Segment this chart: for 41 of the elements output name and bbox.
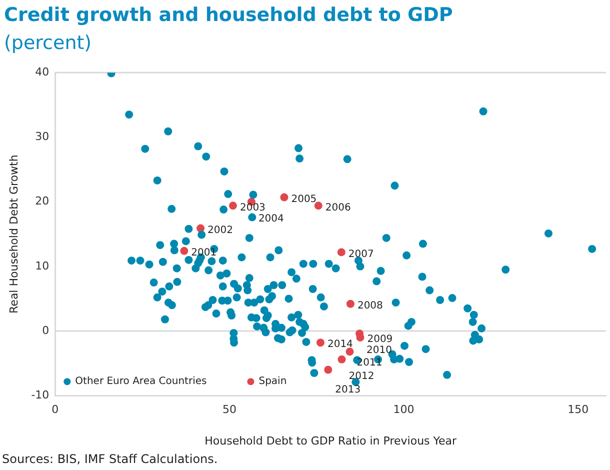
point	[180, 246, 188, 255]
y-tick-label: 30	[35, 130, 50, 144]
point	[338, 355, 346, 364]
annotation: 2011	[356, 357, 382, 368]
annotation: 2009	[367, 334, 393, 346]
legend-label: Spain	[258, 376, 287, 388]
annotation: 2003	[240, 202, 266, 214]
x-tick-label: 150	[568, 403, 589, 416]
y-tick-label: -10	[31, 388, 50, 402]
y-tick-label: 10	[35, 259, 50, 272]
point	[337, 248, 346, 256]
point	[346, 348, 354, 356]
point	[228, 202, 237, 210]
annotation: 2004	[258, 213, 284, 224]
x-tick-label: 0	[52, 403, 59, 416]
annotation: 2007	[348, 248, 374, 260]
point	[196, 224, 205, 232]
annotation: 2014	[327, 339, 353, 350]
point	[314, 202, 322, 210]
source-note: Sources: BIS, IMF Staff Calculations.	[2, 452, 218, 466]
point	[324, 366, 332, 374]
x-axis-title: Household Debt to GDP Ratio in Previous Year	[204, 434, 458, 448]
y-axis-title: Real Household Debt Growth	[7, 154, 20, 314]
y-tick-label: 20	[35, 194, 50, 208]
chart-subtitle: (percent)	[4, 32, 92, 54]
annotation: 2012	[348, 371, 374, 382]
legend-label: Other Euro Area Countries	[75, 376, 207, 388]
annotation: 2002	[208, 224, 233, 236]
annotation: 2006	[325, 202, 351, 214]
point	[316, 338, 324, 347]
annotation: 2005	[291, 194, 317, 205]
x-tick-label: 50	[222, 403, 236, 416]
point	[280, 193, 288, 202]
y-tick-label: 40	[35, 65, 50, 78]
point	[346, 300, 354, 308]
chart-title: Credit growth and household debt to GDP	[4, 4, 453, 26]
annotation: 2010	[366, 345, 392, 356]
annotation: 2013	[335, 384, 361, 396]
y-tick-label: 0	[42, 324, 50, 337]
x-tick-label: 100	[393, 403, 414, 416]
annotation: 2008	[357, 300, 383, 312]
